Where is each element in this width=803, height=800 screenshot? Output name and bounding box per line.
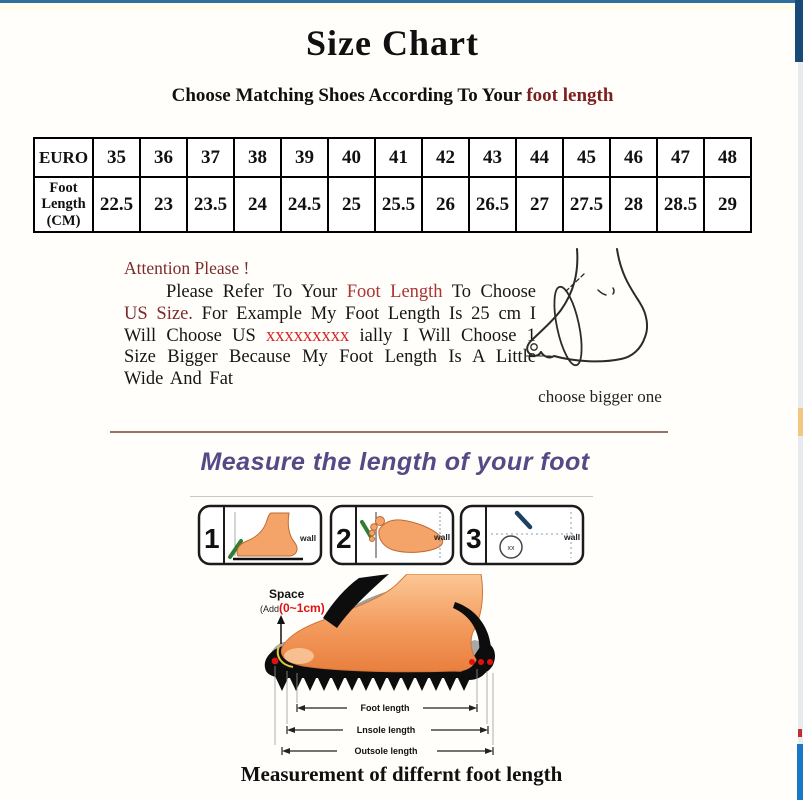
size-table-cell: 44 [515, 137, 564, 178]
step-panel-3: 3 xx wall [459, 504, 585, 566]
size-table-cell: 23.5 [186, 176, 235, 233]
bottom-caption: Measurement of differnt foot length [240, 762, 563, 786]
space-note-value: (0~1cm) [279, 601, 325, 615]
foot-sketch-drawing [524, 248, 649, 367]
size-table-cell: 41 [374, 137, 423, 178]
page-subtitle: Choose Matching Shoes According To Your … [0, 85, 785, 107]
foot-top-icon [378, 519, 444, 553]
panels-top-line [190, 496, 593, 497]
size-table-cell: 39 [280, 137, 329, 178]
size-table-cell: 25.5 [374, 176, 423, 233]
attention-text-segment: To Choose [442, 282, 536, 302]
foot-side-icon [236, 512, 298, 557]
measuring-tape-loop-icon [553, 285, 583, 367]
step-panel-2: 2 wall [329, 504, 455, 566]
step-number: 1 [204, 523, 220, 554]
size-table-cell: 46 [609, 137, 658, 178]
space-label: Space [269, 587, 305, 601]
heel-marker-dot [487, 659, 493, 665]
attention-paragraph: Please Refer To Your Foot Length To Choo… [124, 282, 536, 391]
heel-marker-dot [478, 659, 484, 665]
foot-length-label: Foot length [361, 703, 410, 713]
outsole-length-label: Outsole length [355, 746, 418, 756]
bottom-right-blue-bar [797, 744, 803, 800]
shoe-tongue-icon [323, 574, 389, 628]
page-title: Size Chart [306, 23, 479, 63]
right-edge-blue-bar [795, 0, 803, 62]
size-table-cell: 23 [139, 176, 188, 233]
size-table-row: Foot Length (CM) 22.5 23 23.5 24 24.5 25 25.5 26… [33, 176, 752, 233]
foot-measurement-diagram: Space (Add(0~1cm) Foot length Lnsole len… [260, 574, 495, 756]
top-border-line [0, 0, 803, 3]
size-table-cell: 42 [421, 137, 470, 178]
attention-block: Attention Please ! Please Refer To Your … [124, 258, 536, 391]
size-table-cell: 37 [186, 137, 235, 178]
attention-text-segment: Please Refer To Your [166, 282, 347, 302]
step-number: 2 [336, 523, 352, 554]
insole-length-label: Lnsole length [357, 725, 416, 735]
choose-bigger-note: choose bigger one [538, 387, 662, 406]
size-table-cell: 38 [233, 137, 282, 178]
size-table-row: EURO 35 36 37 38 39 40 41 42 43 44 45 46 47 48 [33, 137, 752, 178]
foot-in-shoe-icon [280, 574, 484, 673]
step-number: 3 [466, 523, 482, 554]
space-note-prefix: (Add [260, 604, 279, 614]
size-table: EURO 35 36 37 38 39 40 41 42 43 44 45 46 47 48 Foot Len… [33, 137, 752, 233]
step-panel-1: 1 wall [197, 504, 323, 566]
size-table-row-header: EURO [33, 137, 94, 178]
pen-icon [514, 510, 533, 530]
measure-section-heading: Measure the length of your foot [200, 448, 590, 476]
size-table-body: EURO 35 36 37 38 39 40 41 42 43 44 45 46 47 48 Foot Len… [33, 137, 752, 233]
size-table-cell: 25 [327, 176, 376, 233]
circle-glyph: xx [508, 545, 516, 552]
size-table-row-header: Foot Length (CM) [33, 176, 94, 233]
attention-text-segment: xxxxxxxxx [265, 325, 350, 346]
size-table-cell: 27 [515, 176, 564, 233]
ruler-circle-icon [499, 535, 523, 559]
section-divider [110, 431, 668, 433]
size-table-cell: 45 [562, 137, 611, 178]
right-edge-light-strip [798, 62, 803, 744]
sole-tread-icon [275, 676, 471, 691]
size-table-cell: 36 [139, 137, 188, 178]
size-table-cell: 27.5 [562, 176, 611, 233]
foot-outline-icon [524, 248, 649, 367]
wall-label: wall [563, 532, 580, 542]
measurement-arrows [281, 704, 494, 755]
wall-label: wall [299, 533, 316, 543]
attention-text-segment: Foot Length [346, 282, 443, 302]
size-table-cell: 26 [421, 176, 470, 233]
size-table-cell: 24.5 [280, 176, 329, 233]
size-table-cell: 40 [327, 137, 376, 178]
attention-heading: Attention Please ! [124, 258, 250, 278]
size-table-cell: 47 [656, 137, 705, 178]
toe-marker-dot [271, 657, 279, 665]
right-edge-red-fleck [798, 729, 802, 737]
right-edge-orange-strip [798, 408, 803, 436]
size-table-cell: 24 [233, 176, 282, 233]
size-table-cell: 28.5 [656, 176, 705, 233]
heel-marker-dot [469, 659, 475, 665]
attention-text-segment: US Size. [124, 303, 193, 324]
attention-text-segment: For Example My Foot Length Is 25 cm I Wi… [124, 303, 536, 346]
subtitle-text: Choose Matching Shoes According To Your [171, 85, 527, 106]
wall-label: wall [433, 532, 450, 542]
subtitle-highlight: foot length [526, 85, 614, 106]
pen-icon [228, 539, 243, 559]
size-table-cell: 26.5 [468, 176, 517, 233]
size-table-cell: 48 [703, 137, 752, 178]
top-cream-band [0, 3, 803, 11]
size-table-cell: 28 [609, 176, 658, 233]
up-arrow-icon [277, 615, 285, 624]
attention-text-segment: ially I Will Choose 1 Size Bigger Becaus… [124, 325, 536, 390]
size-table-cell: 35 [92, 137, 141, 178]
svg-text:(Add(0~1cm): (Add(0~1cm) [260, 601, 325, 615]
size-table-cell: 29 [703, 176, 752, 233]
size-table-cell: 22.5 [92, 176, 141, 233]
size-table-cell: 43 [468, 137, 517, 178]
